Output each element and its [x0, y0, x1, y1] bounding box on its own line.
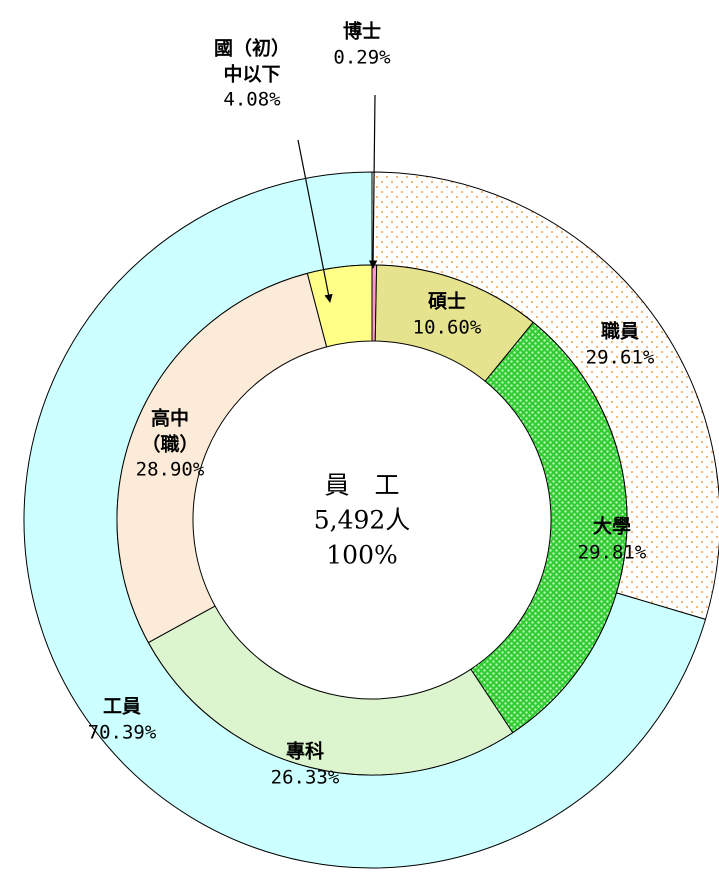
- center-text: 100%: [326, 540, 398, 570]
- slice-label: 博士 0.29%: [333, 19, 390, 70]
- slice-label: 高中 （職） 28.90%: [136, 407, 205, 484]
- slice-label: 職員 29.61%: [586, 319, 655, 370]
- slice-label: 國（初） 中以下 4.08%: [214, 37, 290, 114]
- value-label: 26.33%: [270, 766, 340, 788]
- slice-label: 專科 26.33%: [271, 739, 340, 790]
- value-label: 28.90%: [135, 458, 205, 481]
- leader-line: [297, 139, 333, 303]
- value-label: 0.29%: [333, 46, 391, 68]
- value-label: 70.39%: [87, 721, 157, 743]
- slice-label: 碩士 10.60%: [413, 289, 482, 340]
- value-label: 29.61%: [585, 346, 655, 368]
- category-label: 工員: [102, 695, 142, 718]
- inner-segment: [306, 264, 373, 348]
- category-label: 職員: [600, 320, 640, 343]
- inner-segment: [116, 272, 328, 644]
- value-label: 29.81%: [577, 541, 647, 563]
- category-label: 國（初） 中以下: [213, 37, 291, 86]
- leader-line: [368, 94, 378, 269]
- value-label: 4.08%: [223, 88, 281, 111]
- inner-segment: [147, 605, 514, 776]
- category-label: 博士: [342, 20, 382, 43]
- center-label: 員 工 5,492人 100%: [314, 468, 411, 573]
- center-text: 員 工: [324, 470, 400, 500]
- value-label: 10.60%: [412, 316, 482, 338]
- category-label: 高中 （職）: [141, 407, 199, 456]
- center-text: 5,492人: [313, 505, 411, 535]
- slice-label: 大學 29.81%: [578, 514, 647, 565]
- category-label: 大學: [592, 515, 632, 538]
- category-label: 專科: [285, 740, 325, 763]
- inner-segment: [470, 321, 628, 734]
- category-label: 碩士: [427, 290, 467, 313]
- slice-label: 工員 70.39%: [88, 694, 157, 745]
